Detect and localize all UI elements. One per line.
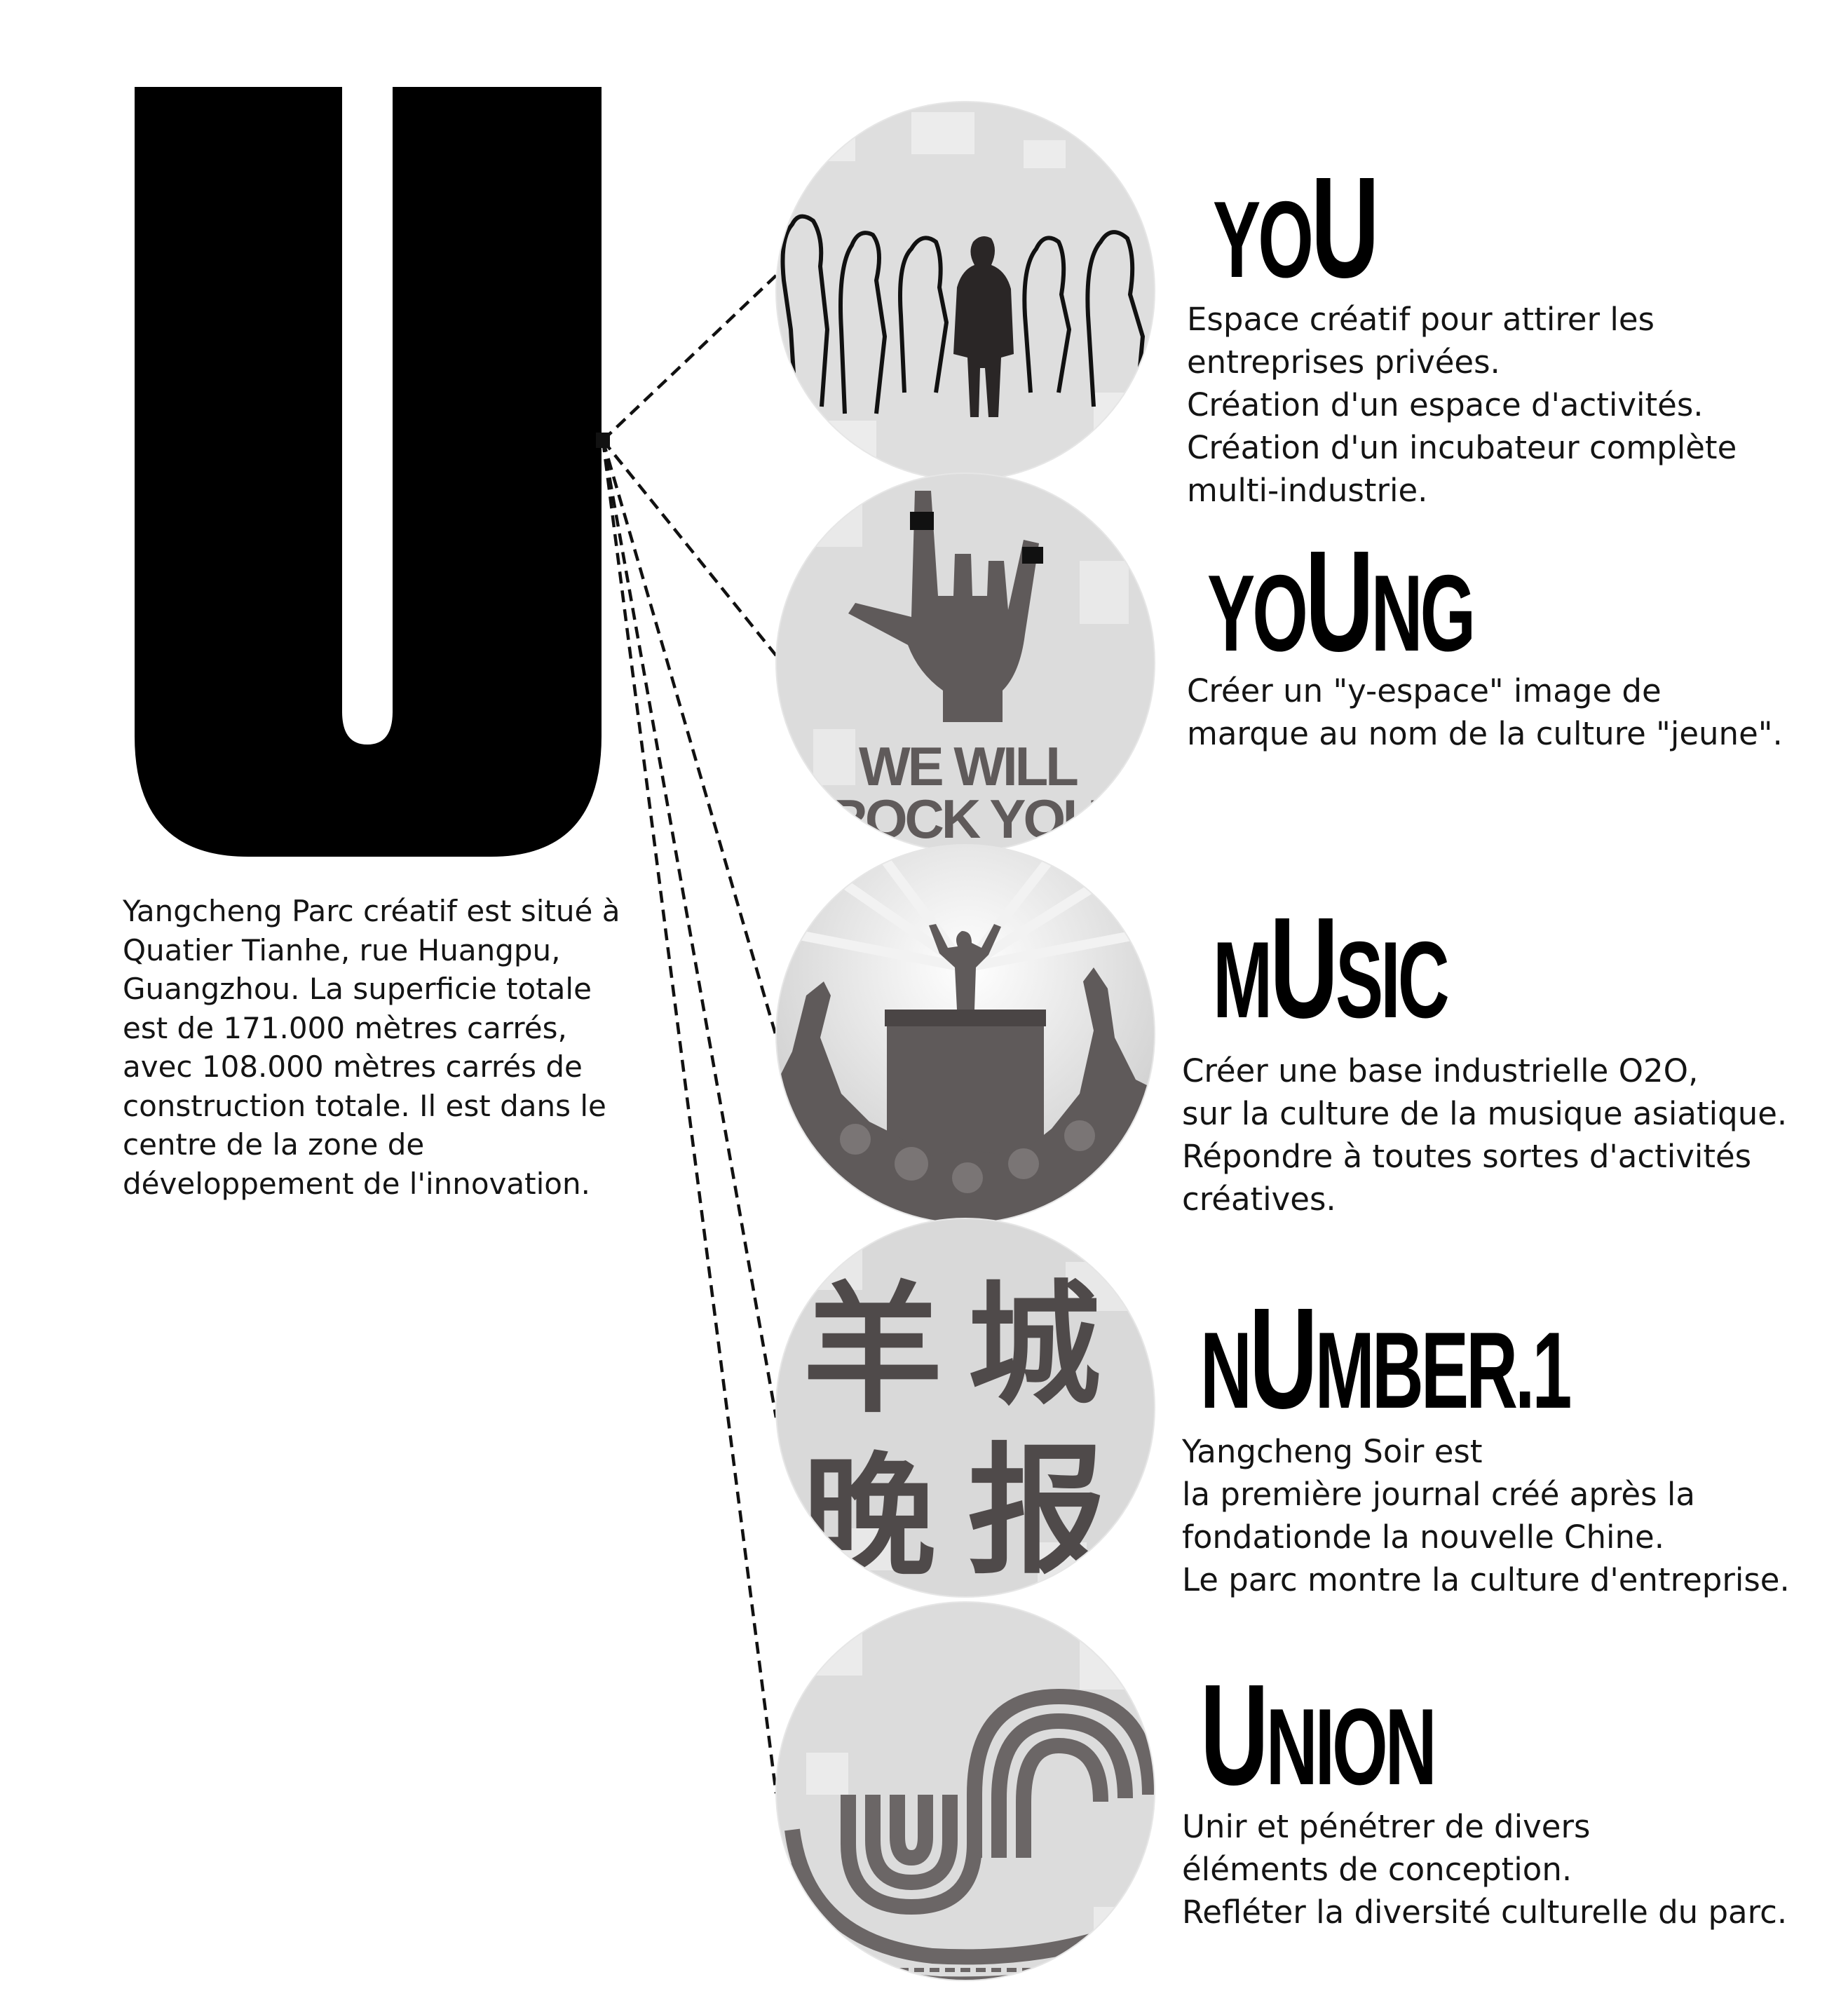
label-young-part-2: NG [1371,552,1476,674]
label-number1-part-1: N [1200,1310,1252,1431]
desc-music: Créer une base industrielle O2O, sur la … [1182,1049,1787,1221]
desc-you-line-2: entreprises privées. [1187,344,1500,381]
label-young-part-1: YO [1207,552,1308,674]
label-music-u: U [1270,888,1338,1048]
circle-image-you [776,102,1155,480]
label-young: YOUNG [1207,529,1476,674]
calligraphy-char-1: 羊 [803,1268,943,1432]
label-union-part-2: NION [1265,1686,1437,1807]
label-number1: NUMBER.1 [1200,1286,1572,1431]
desc-union-line-1: Unir et pénétrer de divers [1182,1808,1591,1845]
desc-union-line-3: Refléter la diversité culturelle du parc… [1182,1894,1788,1931]
connector-line-2 [602,439,777,657]
desc-union-line-2: éléments de conception. [1182,1851,1572,1888]
label-union-u: U [1200,1654,1269,1815]
desc-music-line-2: sur la culture de la musique asiatique. [1182,1095,1788,1132]
calligraphy-char-2: 城 [967,1267,1101,1423]
label-you-u: U [1310,147,1380,308]
connector-line-1 [602,274,777,442]
label-young-u: U [1305,521,1374,681]
desc-young-line-2: marque au nom de la culture "jeune". [1187,715,1783,752]
big-u-letter [135,87,602,857]
we-will-text: WE WILL [859,735,1078,797]
label-music: MUSIC [1213,896,1450,1040]
label-number1-u: U [1249,1278,1318,1439]
label-union: UNION [1200,1663,1437,1807]
desc-young: Créer un "y-espace" image de marque au n… [1187,670,1783,755]
desc-music-line-1: Créer une base industrielle O2O, [1182,1052,1699,1089]
circle-image-number1: 羊 城 晚 报 [776,1218,1155,1597]
desc-young-line-1: Créer un "y-espace" image de [1187,672,1662,709]
label-number1-part-2: MBER.1 [1314,1310,1572,1431]
desc-you: Espace créatif pour attirer les entrepri… [1187,298,1737,512]
connector-line-4 [601,440,778,1418]
desc-music-line-4: créatives. [1182,1181,1336,1218]
connector-node [596,433,610,448]
connector-line-3 [601,440,778,1037]
label-you-part-1: YO [1213,179,1314,300]
calligraphy-char-4: 报 [967,1429,1108,1594]
label-music-part-2: SIC [1336,919,1450,1040]
label-music-part-1: M [1213,919,1272,1040]
circle-image-young: WE WILL ROCK YOU [776,473,1155,852]
connector-line-5 [601,440,778,1794]
desc-number1-line-4: Le parc montre la culture d'entreprise. [1182,1561,1790,1598]
intro-paragraph: Yangcheng Parc créatif est situé à Quati… [123,894,620,1201]
desc-you-line-4: Création d'un incubateur complète [1187,429,1737,466]
desc-you-line-1: Espace créatif pour attirer les [1187,301,1655,338]
desc-music-line-3: Répondre à toutes sortes d'activités [1182,1138,1752,1175]
desc-number1-line-3: fondationde la nouvelle Chine. [1182,1518,1665,1556]
desc-number1: Yangcheng Soir est la première journal c… [1182,1430,1790,1601]
desc-you-line-3: Création d'un espace d'activités. [1187,386,1704,423]
desc-number1-line-2: la première journal créé après la [1182,1476,1695,1513]
desc-union: Unir et pénétrer de divers éléments de c… [1182,1805,1787,1934]
desc-you-line-5: multi-industrie. [1187,472,1428,509]
connector-lines [601,274,778,1794]
circle-image-music [776,845,1155,1223]
label-you: YOU [1213,156,1380,300]
rock-you-text: ROCK YOU [829,788,1100,850]
desc-number1-line-1: Yangcheng Soir est [1182,1433,1483,1470]
circle-image-union [776,1602,1155,1980]
